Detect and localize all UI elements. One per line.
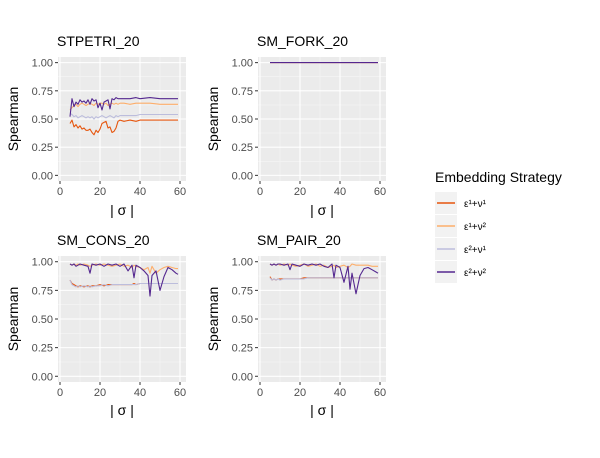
x-tick-label: 0: [257, 186, 263, 198]
series-line: [69, 279, 178, 288]
x-tick-label: 20: [94, 186, 106, 198]
y-tick-label: 0.50: [32, 114, 53, 126]
chart-panel: 0 20 40 60 0.00 0.25 0.50 0.75 1.00 SM_FORK_20 | σ…: [205, 33, 386, 218]
panel-title: SM_PAIR_20: [257, 232, 341, 248]
y-tick-label: 0.00: [232, 170, 253, 182]
legend-label: ε²+ν²: [464, 268, 487, 279]
legend: Embedding Strategy ε¹+ν¹ ε¹+ν² ε²+ν¹ ε²+ν²: [435, 169, 562, 283]
y-tick-label: 0.75: [232, 285, 253, 297]
legend-label: ε²+ν¹: [464, 245, 487, 256]
x-axis-title: | σ |: [110, 402, 134, 418]
x-tick-label: 0: [57, 387, 63, 399]
x-tick-label: 40: [334, 186, 346, 198]
x-axis-title: | σ |: [310, 202, 334, 218]
legend-title: Embedding Strategy: [435, 169, 562, 185]
x-tick-label: 60: [374, 387, 386, 399]
chart-panels: 0 20 40 60 0.00 0.25 0.50 0.75 1.00 STPETRI_20 | σ…: [5, 33, 386, 418]
legend-label: ε¹+ν¹: [464, 199, 487, 210]
y-tick-label: 0.25: [32, 343, 53, 355]
series-line: [69, 102, 178, 111]
x-tick-label: 40: [334, 387, 346, 399]
x-tick-label: 20: [294, 387, 306, 399]
x-tick-label: 0: [57, 186, 63, 198]
panel-title: SM_CONS_20: [57, 232, 150, 248]
y-tick-label: 0.00: [232, 371, 253, 383]
chart-panel: 0 20 40 60 0.00 0.25 0.50 0.75 1.00 STPETRI_20 | σ…: [5, 33, 186, 218]
x-tick-label: 20: [94, 387, 106, 399]
y-tick-label: 0.50: [32, 314, 53, 326]
x-axis-title: | σ |: [310, 402, 334, 418]
series-line: [269, 263, 379, 295]
y-tick-label: 0.50: [232, 314, 253, 326]
series-line: [69, 119, 178, 136]
legend-label: ε¹+ν²: [464, 222, 487, 233]
legend-keys: ε¹+ν¹ ε¹+ν² ε²+ν¹ ε²+ν²: [435, 192, 487, 283]
y-axis-title: Spearman: [5, 287, 21, 352]
y-tick-label: 1.00: [32, 58, 53, 70]
x-tick-label: 0: [257, 387, 263, 399]
series-line: [69, 263, 179, 297]
x-tick-label: 60: [174, 186, 186, 198]
y-tick-label: 0.25: [32, 142, 53, 154]
series-line: [69, 97, 178, 117]
x-tick-label: 60: [174, 387, 186, 399]
y-axis-title: Spearman: [5, 87, 21, 152]
y-tick-label: 0.25: [232, 142, 253, 154]
y-tick-label: 0.25: [232, 343, 253, 355]
x-axis-title: | σ |: [110, 202, 134, 218]
x-tick-label: 60: [374, 186, 386, 198]
panel-title: STPETRI_20: [57, 33, 140, 49]
y-axis-title: Spearman: [205, 287, 221, 352]
series-line: [269, 277, 378, 281]
series-line: [69, 112, 178, 120]
y-axis-title: Spearman: [205, 87, 221, 152]
x-tick-label: 40: [134, 186, 146, 198]
y-tick-label: 1.00: [232, 58, 253, 70]
y-tick-label: 1.00: [32, 257, 53, 269]
y-tick-label: 0.00: [32, 371, 53, 383]
x-tick-label: 20: [294, 186, 306, 198]
y-tick-label: 0.50: [232, 114, 253, 126]
chart-panel: 0 20 40 60 0.00 0.25 0.50 0.75 1.00 SM_PAIR_20 | σ…: [205, 232, 386, 418]
y-tick-label: 0.00: [32, 170, 53, 182]
y-tick-label: 0.75: [32, 86, 53, 98]
y-tick-label: 1.00: [232, 257, 253, 269]
y-tick-label: 0.75: [32, 285, 53, 297]
x-tick-label: 40: [134, 387, 146, 399]
y-tick-label: 0.75: [232, 86, 253, 98]
chart-panel: 0 20 40 60 0.00 0.25 0.50 0.75 1.00 SM_CONS_20 | σ…: [5, 232, 186, 418]
panel-title: SM_FORK_20: [257, 33, 348, 49]
